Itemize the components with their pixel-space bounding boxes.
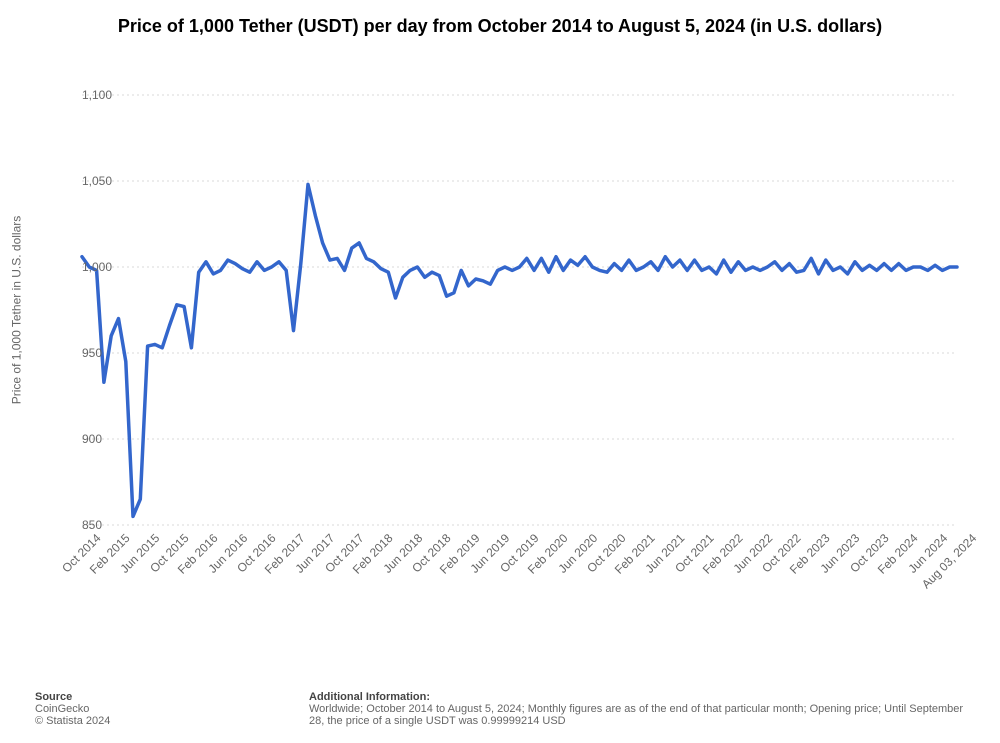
y-axis-label: Price of 1,000 Tether in U.S. dollars — [6, 95, 26, 525]
info-text: Worldwide; October 2014 to August 5, 202… — [309, 703, 963, 727]
chart-container: Price of 1,000 Tether (USDT) per day fro… — [0, 0, 1000, 743]
source-name: CoinGecko — [35, 703, 89, 715]
chart-area: Price of 1,000 Tether in U.S. dollars 85… — [0, 0, 1000, 645]
line-chart — [0, 0, 987, 535]
chart-footer: Source CoinGecko © Statista 2024 Additio… — [35, 691, 980, 727]
price-line — [82, 184, 957, 516]
info-block: Additional Information: Worldwide; Octob… — [309, 691, 980, 727]
copyright: © Statista 2024 — [35, 715, 110, 727]
info-label: Additional Information: — [309, 691, 430, 703]
source-block: Source CoinGecko © Statista 2024 — [35, 691, 285, 727]
source-label: Source — [35, 691, 72, 703]
x-axis-labels: Oct 2014Feb 2015Jun 2015Oct 2015Feb 2016… — [0, 525, 1000, 635]
